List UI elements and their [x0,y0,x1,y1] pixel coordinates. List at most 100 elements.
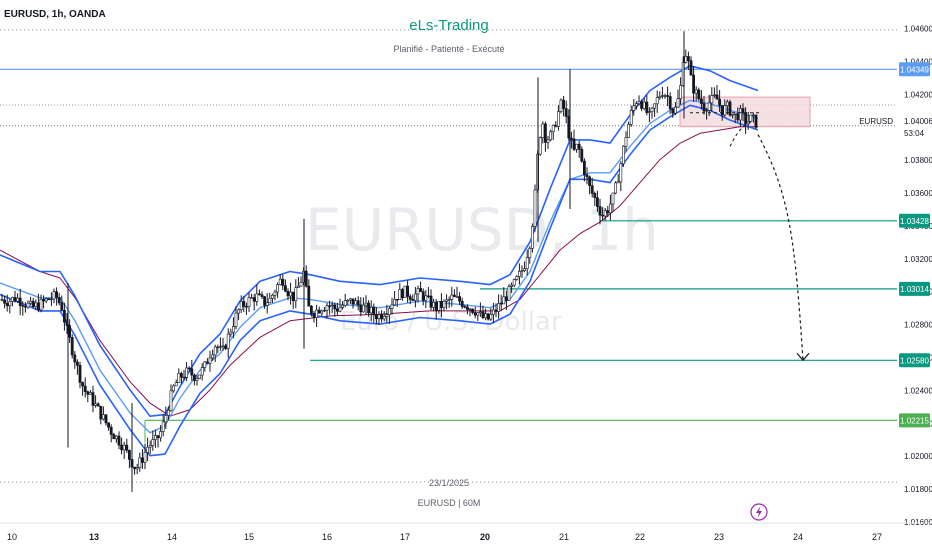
price-tick-label: 1.02000 [904,452,932,461]
band-lower-line[interactable] [0,104,759,457]
candle-body [216,346,220,348]
candle-body [582,160,586,176]
current-price-value: 1.04006 [904,117,932,126]
candle-body [699,98,703,104]
candle-body [754,114,758,128]
candle-body [346,299,350,302]
candle-body [335,308,339,312]
candle-body [148,445,152,448]
candle-body [538,137,542,155]
candle-body [556,111,560,127]
candle-body [29,300,33,304]
candle-body [447,299,451,301]
candle-body [380,314,384,320]
price-tick-label: 1.04200 [904,90,932,99]
candle-body [471,308,475,313]
candle-body [232,326,235,333]
candle-body [361,304,365,313]
candle-body [634,103,638,107]
candle-body [429,295,433,308]
candle-body [731,114,735,116]
candle-body [660,95,664,97]
candle-body [96,403,100,407]
candle-body [689,60,693,76]
band-upper-line[interactable] [0,65,759,417]
candle-body [733,113,737,116]
candle-body [465,306,469,310]
candle-body [21,305,25,307]
ema-red-line[interactable] [0,126,758,417]
candle-body [62,309,66,323]
candle-body [608,203,612,214]
lightning-icon[interactable] [750,503,768,521]
candle-body [666,95,670,97]
projection-path[interactable] [757,134,804,361]
price-label-box [899,413,930,428]
candle-body [8,301,12,307]
candle-body [468,308,472,311]
candle-body [520,270,524,272]
symbol-info[interactable]: EURUSD, 1h, OANDA [4,9,106,20]
price-tick-label: 1.01800 [904,485,932,494]
candle-body [356,300,360,306]
candle-body [393,299,397,306]
candle-body [595,197,599,207]
candle-body [697,89,701,100]
candle-body [642,101,646,109]
candle-body [507,286,511,301]
candle-body [307,285,311,307]
candle-body [419,288,423,292]
candle-body [164,415,168,423]
candle-body [616,181,620,184]
candle-body [172,385,176,392]
candle-body [49,298,53,301]
candle-body [603,210,607,217]
candle-body [590,185,594,194]
candle-body [499,303,503,305]
price-label-text: 1.04349 [900,65,929,74]
candle-body [104,414,108,424]
time-tick-label: 16 [322,532,332,542]
candle-body [70,337,74,356]
candle-body [606,210,610,214]
candle-body [372,306,376,316]
candle-body [486,313,490,320]
price-axis[interactable] [897,0,932,523]
candle-body [224,345,228,349]
candle-body [494,309,498,312]
price-label-box [899,213,930,228]
candle-body [237,309,241,314]
candle-body [569,137,573,140]
price-tick-label: 1.03800 [904,156,932,165]
candle-body [559,99,563,112]
ema-light-line[interactable] [0,99,759,434]
candle-body [341,304,345,308]
watermark-name: Euro / U.S. Dollar [340,307,562,337]
candle-body [159,431,163,439]
candle-body [671,108,675,114]
time-axis[interactable]: 10 13 14 15 16 17 20 21 22 23 24 27 [7,532,882,542]
candle-body [91,392,95,406]
candle-body [117,435,121,446]
countdown-label: 53:04 [904,129,925,138]
candle-body [564,108,568,117]
time-tick-label: 10 [7,532,17,542]
candle-body [13,297,17,302]
candle-body [296,285,300,288]
candle-body [580,149,584,162]
price-label-text: 1.02580 [900,356,929,365]
candle-body [489,314,493,320]
candle-body [663,95,667,97]
candle-body [26,302,30,308]
candle-body [624,137,628,147]
candle-body [120,444,124,451]
candle-body [530,226,534,249]
candle-body [325,305,329,311]
price-label-box [899,281,930,296]
candle-body [34,302,38,307]
candle-body [239,301,243,311]
candle-body [270,294,274,299]
candle-body [598,206,602,216]
time-tick-label: 14 [167,532,177,542]
